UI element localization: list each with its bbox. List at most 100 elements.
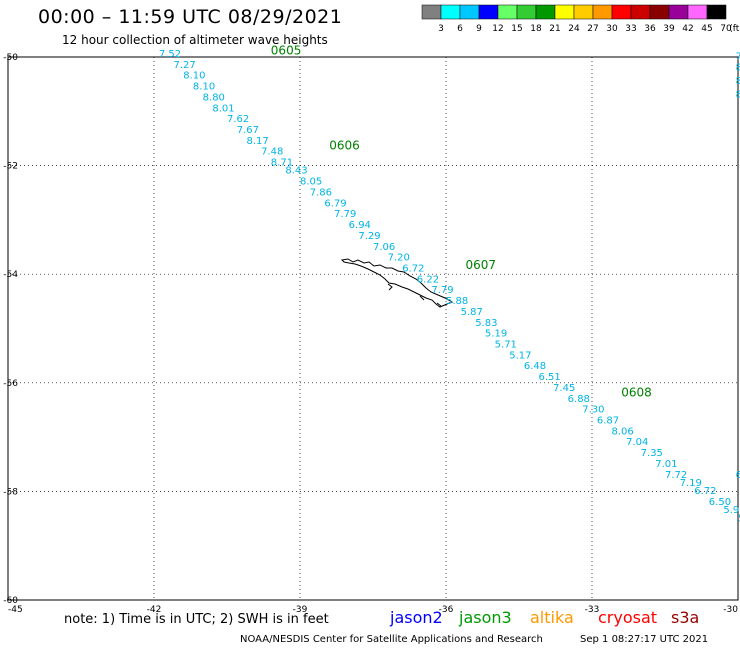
wave-height-value: 7.29: [358, 231, 380, 242]
wave-height-value: 7.20: [388, 253, 410, 264]
wave-height-value: 8.10: [193, 82, 215, 93]
wave-height-value: 6.72: [402, 263, 424, 274]
wave-height-value: 8.80: [203, 92, 225, 103]
wave-height-value: 8.43: [285, 166, 307, 177]
colorbar-swatch: [573, 4, 594, 20]
wave-height-value: 7.67: [237, 125, 259, 136]
colorbar-swatch: [687, 4, 708, 20]
colorbar-swatch: [421, 4, 442, 20]
map-title: 00:00 – 11:59 UTC 08/29/2021: [38, 6, 343, 28]
island-detail: [387, 283, 442, 307]
wave-height-value: 6.88: [568, 394, 590, 405]
wave-height-value: 5.88: [446, 296, 468, 307]
wave-height-value: 6.51: [538, 372, 560, 383]
map-grid: -50 -52 -54 -56 -58 -60-45 -42 -39 -36 -33 -30: [3, 53, 739, 615]
wave-height-value: 7.9: [736, 52, 740, 63]
latitude-label: -58: [3, 487, 18, 497]
south-georgia-island: [340, 258, 454, 308]
colorbar-swatch: [554, 4, 575, 20]
latitude-label: -50: [3, 53, 18, 63]
colorbar-swatch: [497, 4, 518, 20]
wave-height-value: 8.01: [212, 103, 234, 114]
colorbar-swatch: [649, 4, 670, 20]
colorbar-label: 45: [701, 24, 712, 34]
wave-height-value: 5.97: [723, 505, 740, 516]
longitude-label: -39: [293, 605, 308, 615]
wave-height-value: 8.71: [271, 158, 293, 169]
wave-height-value: 8.10: [183, 71, 205, 82]
colorbar-swatch: [668, 4, 689, 20]
track-time-label: 0605: [271, 43, 302, 57]
colorbar-label: 24: [568, 24, 580, 34]
wave-height-value: 5.71: [495, 340, 517, 351]
satellite-altika-label: altika: [530, 608, 574, 627]
colorbar-swatch: [516, 4, 537, 20]
satellite-jason3-label: jason3: [459, 608, 512, 627]
credit-line: NOAA/NESDIS Center for Satellite Applica…: [240, 634, 543, 645]
latitude-label: -52: [3, 162, 18, 172]
colorbar-swatch: [592, 4, 613, 20]
latitude-label: -56: [3, 379, 18, 389]
wave-height-value: 7.52: [159, 49, 181, 60]
latitude-label: -54: [3, 270, 18, 280]
footer-note: note: 1) Time is in UTC; 2) SWH is in fe…: [64, 612, 329, 627]
wave-height-value: 7.19: [680, 478, 702, 489]
wave-height-value: 5.19: [485, 329, 507, 340]
longitude-label: -45: [8, 605, 23, 615]
wave-height-value: 5.83: [475, 318, 497, 329]
wave-height-value: 6.48: [524, 361, 546, 372]
wave-height-value: 8.06: [611, 426, 633, 437]
colorbar-label: 3: [438, 24, 444, 34]
longitude-label: -30: [723, 605, 738, 615]
wave-height-value: 7.27: [173, 60, 195, 71]
wave-height-value: 6.72: [694, 486, 716, 497]
wave-height-value: 7.30: [582, 405, 604, 416]
wave-height-value: 5.17: [509, 350, 531, 361]
wave-height-value: 7.86: [310, 187, 332, 198]
colorbar-label: 9: [476, 24, 482, 34]
longitude-label: -36: [439, 605, 454, 615]
wave-height-value: 8.5: [736, 63, 740, 74]
satellite-s3a-label: s3a: [671, 608, 700, 627]
satellite-cryosat-label: cryosat: [598, 608, 658, 627]
altimeter-tracks: 7.527.278.108.108.808.017.627.678.177.48…: [159, 43, 740, 524]
colorbar-label: 30: [606, 24, 618, 34]
colorbar-label: 6: [457, 24, 463, 34]
satellite-jason2-label: jason2: [390, 608, 443, 627]
colorbar-unit: (ft): [729, 24, 740, 34]
latitude-label: -60: [3, 596, 18, 606]
colorbar-label: 70: [720, 24, 732, 34]
wave-height-value: 7.79: [431, 285, 453, 296]
wave-height-value: 6.22: [417, 274, 439, 285]
map-subtitle: 12 hour collection of altimeter wave hei…: [62, 33, 328, 47]
colorbar-label: 21: [549, 24, 560, 34]
colorbar-label: 27: [587, 24, 598, 34]
wave-height-value: 8: [736, 90, 740, 101]
track-time-label: 0606: [329, 138, 360, 152]
colorbar-label: 33: [625, 24, 636, 34]
wave-height-value: 6: [736, 470, 740, 481]
wave-height-value: 7.06: [373, 242, 395, 253]
wave-height-value: 7.62: [227, 114, 249, 125]
colorbar-swatch: [459, 4, 480, 20]
track-time-label: 0607: [465, 258, 496, 272]
track-time-label: 0608: [621, 385, 652, 399]
colorbar-swatch: [535, 4, 556, 20]
colorbar-swatch: [706, 4, 727, 20]
colorbar-label: 42: [682, 24, 693, 34]
wave-height-value: 7.72: [665, 470, 687, 481]
wave-height-value: 7.04: [626, 437, 648, 448]
wave-height-value: 5.87: [461, 307, 483, 318]
colorbar-swatch: [611, 4, 632, 20]
wave-height-value: 6.87: [597, 416, 619, 427]
colorbar-label: 15: [511, 24, 522, 34]
generated-timestamp: Sep 1 08:27:17 UTC 2021: [580, 634, 709, 645]
colorbar-swatch: [440, 4, 461, 20]
wave-height-value: 7.48: [261, 147, 283, 158]
wave-height-value: 8.: [736, 76, 740, 87]
wave-height-value: 7.79: [334, 209, 356, 220]
wave-height-value: 6.94: [349, 220, 371, 231]
wave-height-value: 6.79: [324, 198, 346, 209]
